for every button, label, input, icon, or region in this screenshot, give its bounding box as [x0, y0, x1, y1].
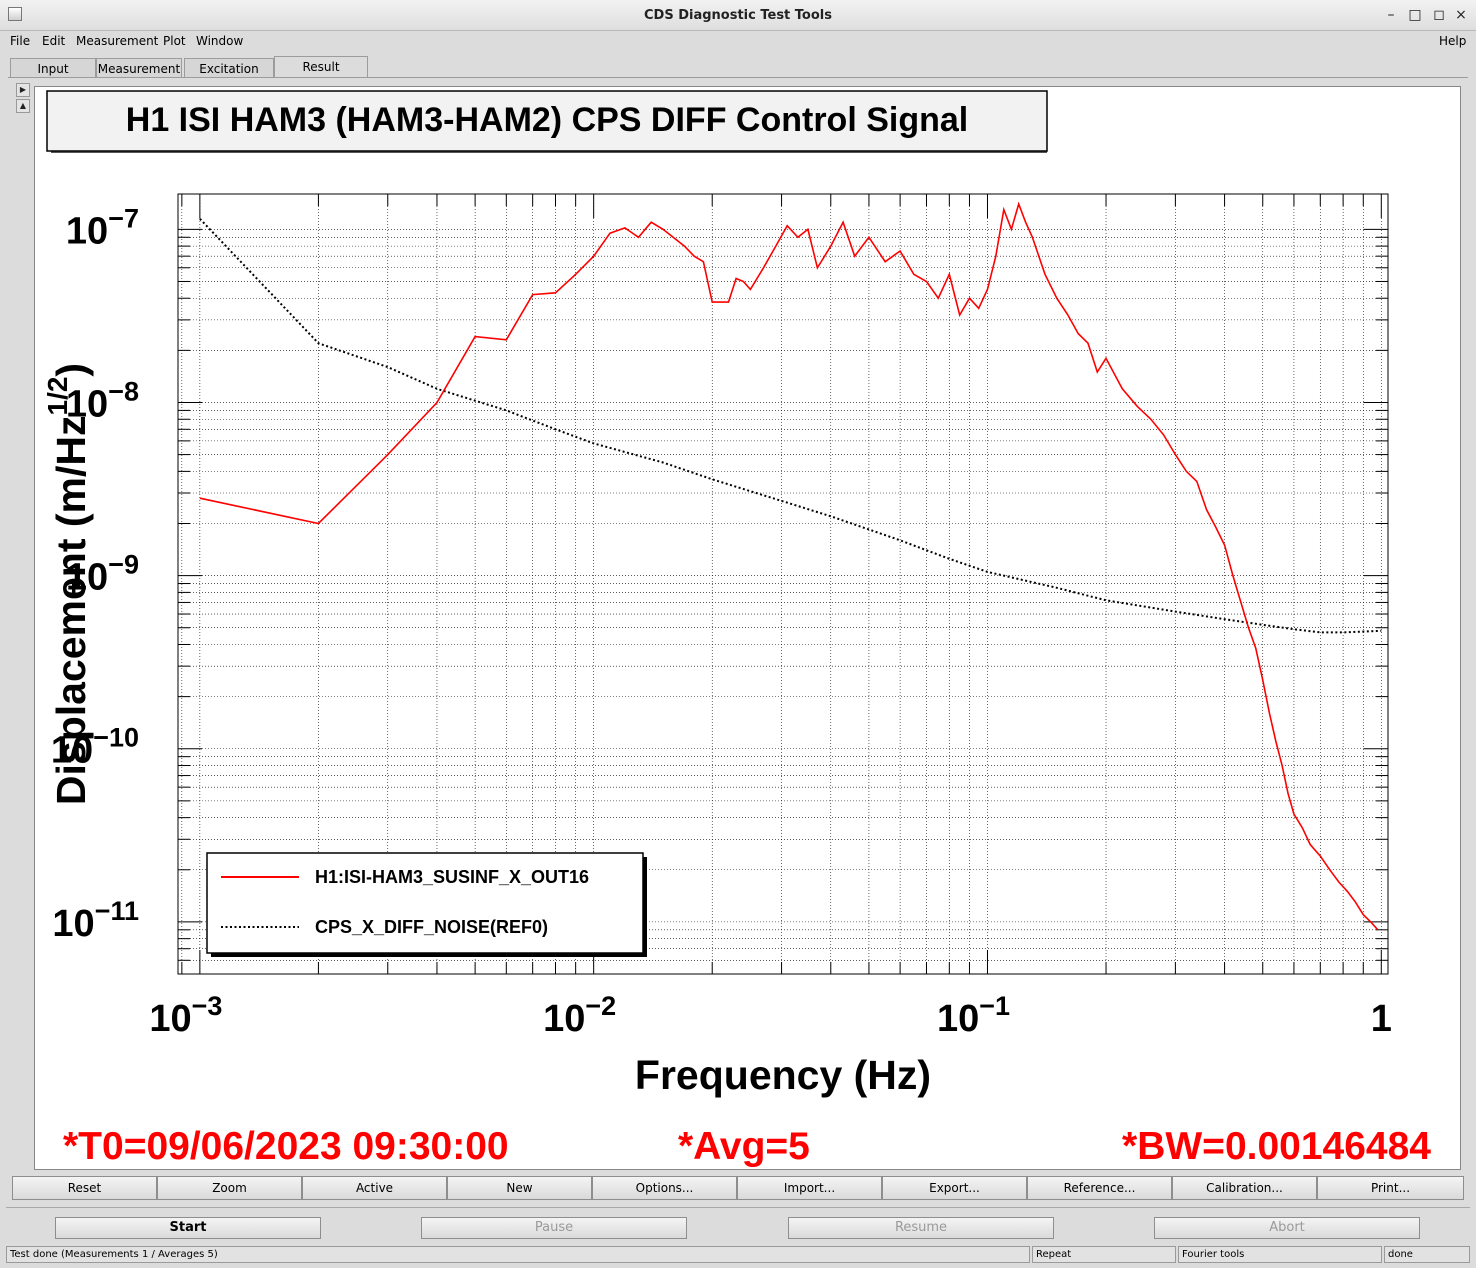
y-tick-label: 10−7 [66, 203, 139, 252]
plot-button-row: Reset Zoom Active New Options... Import.… [12, 1176, 1464, 1200]
y-tick-label-base: 10 [52, 903, 94, 945]
x-tick-label: 10−3 [149, 991, 222, 1040]
tab-result[interactable]: Result [274, 56, 368, 78]
t0-annotation: *T0=09/06/2023 09:30:00 [63, 1125, 509, 1168]
y-tick-label: 10−11 [52, 896, 139, 945]
plot-svg[interactable]: H1 ISI HAM3 (HAM3-HAM2) CPS DIFF Control… [35, 87, 1460, 1169]
x-tick-label-base: 10 [937, 998, 979, 1040]
legend-reference-label: CPS_X_DIFF_NOISE(REF0) [315, 917, 548, 937]
calibration-button[interactable]: Calibration... [1172, 1176, 1317, 1200]
tab-bar: Input Measurement Excitation Result [8, 56, 1468, 78]
tab-excitation[interactable]: Excitation [184, 58, 274, 78]
y-tick-label-exponent: −7 [108, 203, 139, 233]
status-message: Test done (Measurements 1 / Averages 5) [6, 1246, 1030, 1263]
plot-title: H1 ISI HAM3 (HAM3-HAM2) CPS DIFF Control… [126, 101, 968, 139]
x-axis-title: Frequency (Hz) [635, 1052, 931, 1098]
expand-right-icon[interactable]: ▶ [16, 83, 30, 97]
y-tick-label: 10−8 [66, 376, 139, 425]
title-box [46, 90, 1048, 152]
tab-measurement[interactable]: Measurement [96, 58, 182, 78]
window-icon[interactable] [8, 7, 22, 21]
active-button[interactable]: Active [302, 1176, 447, 1200]
menu-window[interactable]: Window [196, 34, 244, 48]
x-tick-label-base: 10 [543, 998, 585, 1040]
collapse-up-icon[interactable]: ▲ [16, 99, 30, 113]
options-button[interactable]: Options... [592, 1176, 737, 1200]
reference-series-line [199, 218, 1382, 634]
avg-annotation: *Avg=5 [678, 1125, 810, 1168]
window-title: CDS Diagnostic Test Tools [643, 8, 832, 23]
status-tool: Fourier tools [1178, 1246, 1382, 1263]
menu-bar: File Edit Measurement Plot Window Help [0, 31, 1476, 53]
x-tick-labels: 10−3 10−2 10−1 1 [149, 991, 1392, 1040]
menu-file[interactable]: File [10, 34, 31, 48]
import-button[interactable]: Import... [737, 1176, 882, 1200]
reference-button[interactable]: Reference... [1027, 1176, 1172, 1200]
menu-plot[interactable]: Plot [163, 34, 186, 48]
x-tick-label-base: 1 [1371, 998, 1392, 1040]
bw-annotation: *BW=0.00146484 [1122, 1125, 1431, 1168]
menu-measurement[interactable]: Measurement [76, 34, 159, 48]
y-axis-title-close: ) [48, 363, 94, 377]
y-tick-label: 10−9 [66, 550, 139, 599]
y-tick-label-base: 10 [66, 383, 108, 425]
y-axis-title: Displacement (m/Hz1/2) [42, 363, 94, 805]
y-tick-label-exponent: −10 [93, 723, 139, 753]
axis-ticks [178, 194, 1388, 975]
restore-icon[interactable]: ◻ [1433, 7, 1445, 23]
y-tick-label-exponent: −8 [108, 376, 139, 406]
tab-input[interactable]: Input [10, 58, 96, 78]
x-tick-label-exponent: −1 [979, 991, 1010, 1021]
resume-button[interactable]: Resume [788, 1217, 1054, 1239]
x-tick-label-exponent: −3 [192, 991, 223, 1021]
x-tick-label-base: 10 [149, 998, 191, 1040]
y-axis-title-exp: 1/2 [42, 377, 73, 416]
y-tick-label-exponent: −11 [95, 896, 139, 926]
y-tick-label-base: 10 [66, 210, 108, 252]
title-bar: CDS Diagnostic Test Tools – □ ◻ × [0, 0, 1476, 31]
plot-grid [178, 194, 1388, 975]
reset-button[interactable]: Reset [12, 1176, 157, 1200]
x-tick-label-exponent: −2 [585, 991, 616, 1021]
menu-help[interactable]: Help [1439, 34, 1467, 48]
export-button[interactable]: Export... [882, 1176, 1027, 1200]
y-axis-title-main: Displacement (m/Hz [48, 415, 94, 805]
x-tick-label: 10−2 [543, 991, 616, 1040]
pause-button[interactable]: Pause [421, 1217, 687, 1239]
start-button[interactable]: Start [55, 1217, 321, 1239]
zoom-button[interactable]: Zoom [157, 1176, 302, 1200]
legend-box [206, 852, 644, 954]
tab-divider [8, 77, 1468, 78]
maximize-icon[interactable]: □ [1408, 7, 1422, 23]
y-tick-label-exponent: −9 [108, 550, 139, 580]
y-tick-label-base: 10 [51, 730, 93, 772]
minimize-icon[interactable]: – [1387, 7, 1395, 23]
status-mode: Repeat [1032, 1246, 1176, 1263]
menu-edit[interactable]: Edit [42, 34, 66, 48]
signal-series-line [199, 201, 1379, 931]
y-tick-label: 10−10 [51, 723, 139, 772]
close-icon[interactable]: × [1455, 7, 1467, 23]
legend-signal-label: H1:ISI-HAM3_SUSINF_X_OUT16 [315, 867, 589, 887]
y-tick-label-base: 10 [66, 557, 108, 599]
abort-button[interactable]: Abort [1154, 1217, 1420, 1239]
x-tick-label: 10−1 [937, 991, 1010, 1040]
status-state: done [1384, 1246, 1470, 1263]
x-tick-label: 1 [1371, 998, 1392, 1040]
plot-canvas[interactable]: H1 ISI HAM3 (HAM3-HAM2) CPS DIFF Control… [34, 86, 1461, 1170]
print-button[interactable]: Print... [1317, 1176, 1464, 1200]
new-button[interactable]: New [447, 1176, 592, 1200]
control-divider [6, 1207, 1470, 1208]
